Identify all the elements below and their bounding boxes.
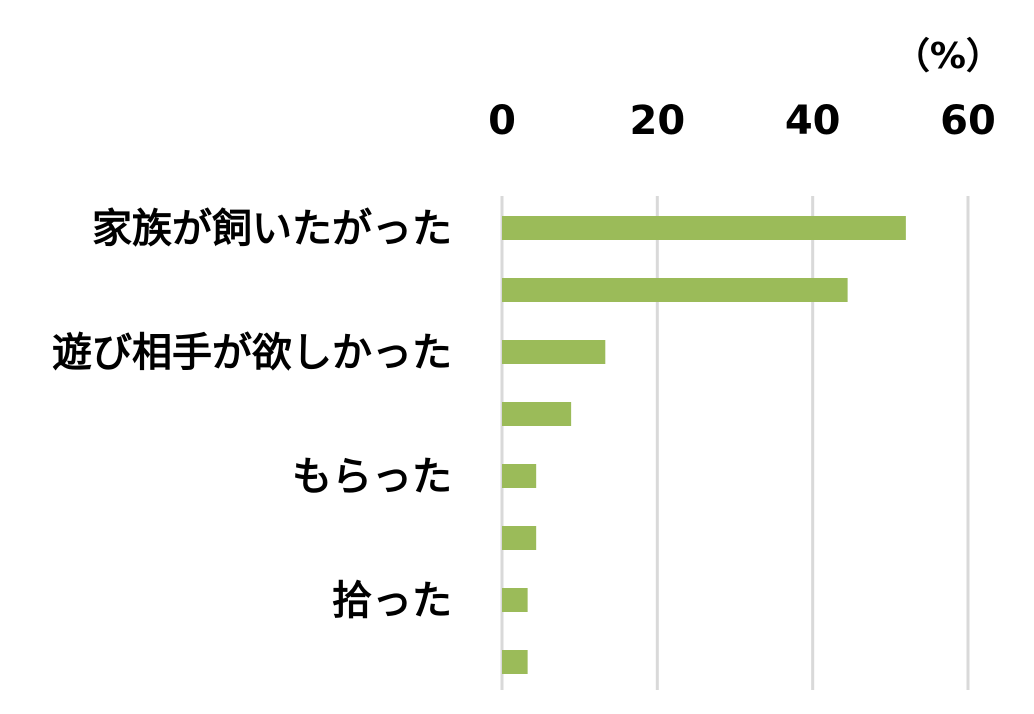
x-tick-label: 0 bbox=[488, 98, 516, 144]
category-label: 拾った bbox=[332, 578, 452, 624]
bar-4 bbox=[502, 464, 537, 488]
x-tick-label: 20 bbox=[629, 98, 685, 144]
unit-label: （%） bbox=[894, 36, 1002, 77]
category-label: 遊び相手が欲しかった bbox=[52, 330, 452, 376]
bar-0 bbox=[502, 216, 906, 240]
x-tick-label: 40 bbox=[785, 98, 841, 144]
x-axis-ticks: 0 20 40 60 bbox=[488, 98, 996, 144]
bar-1 bbox=[502, 278, 848, 302]
bars bbox=[502, 216, 906, 674]
bar-6 bbox=[502, 588, 528, 612]
category-label: 家族が飼いたがった bbox=[92, 206, 452, 252]
category-label: もらった bbox=[292, 454, 452, 500]
bar-2 bbox=[502, 340, 606, 364]
x-tick-label: 60 bbox=[940, 98, 996, 144]
bar-7 bbox=[502, 650, 528, 674]
bar-5 bbox=[502, 526, 537, 550]
gridlines bbox=[500, 196, 970, 690]
bar-3 bbox=[502, 402, 572, 426]
